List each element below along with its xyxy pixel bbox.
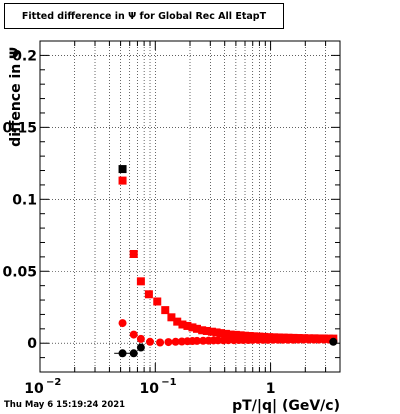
data-point-square <box>216 329 225 338</box>
x-tick-label: 1 <box>266 381 276 397</box>
data-point-square <box>221 329 230 338</box>
timestamp: Thu May 6 15:19:24 2021 <box>4 400 126 410</box>
data-point-circle <box>164 338 173 347</box>
grid <box>40 41 340 372</box>
data-point-square <box>167 313 176 322</box>
data-point-square <box>183 321 192 330</box>
y-tick-label: 0.1 <box>12 192 37 208</box>
data-point-square <box>236 331 245 340</box>
data-point-square <box>212 328 221 337</box>
data-point-circle <box>156 338 165 347</box>
data-point-square <box>144 290 153 299</box>
data-point-square <box>173 317 182 326</box>
chart-title: Fitted difference in Ψ for Global Rec Al… <box>4 3 284 29</box>
data-point-circle <box>224 336 233 345</box>
data-point-square <box>129 249 138 258</box>
x-tick-label: 10 <box>140 381 160 397</box>
x-tick-exponent: −2 <box>46 377 61 388</box>
x-tick-label: 10 <box>24 381 44 397</box>
axis-ticks <box>39 40 341 373</box>
y-tick-label: 0.15 <box>2 120 37 136</box>
data-point-square <box>245 332 254 341</box>
data-point-square <box>178 320 187 329</box>
data-point-square <box>231 330 240 339</box>
y-tick-label: 0 <box>27 336 37 352</box>
data-point-circle <box>118 349 127 358</box>
data-point-circle <box>118 319 127 328</box>
data-point-square <box>241 331 250 340</box>
data-point-circle <box>136 343 145 352</box>
x-axis-title: pT/|q| (GeV/c) <box>232 398 340 414</box>
y-axis-title: diffence in Ψ <box>8 47 24 147</box>
data-point-square <box>207 327 216 336</box>
x-tick-exponent: −1 <box>161 377 176 388</box>
data-points <box>114 165 338 358</box>
data-point-circle <box>129 349 138 358</box>
data-point-circle <box>192 336 201 345</box>
data-point-square <box>118 176 127 185</box>
data-point-square <box>198 326 207 335</box>
data-point-square <box>161 306 170 315</box>
data-point-square <box>153 297 162 306</box>
data-point-square <box>118 165 127 174</box>
y-tick-label: 0.2 <box>12 48 37 64</box>
data-point-square <box>136 277 145 286</box>
data-point-circle <box>146 337 155 346</box>
data-point-square <box>226 330 235 339</box>
data-point-circle <box>329 337 338 346</box>
data-point-circle <box>171 337 180 346</box>
data-point-square <box>188 323 197 332</box>
data-point-square <box>202 326 211 335</box>
tick-labels: 00.050.10.150.210 −2 10 −1 1 <box>2 48 275 397</box>
data-point-square <box>192 324 201 333</box>
data-point-circle <box>136 334 145 343</box>
y-tick-label: 0.05 <box>2 264 37 280</box>
data-point-circle <box>129 330 138 339</box>
